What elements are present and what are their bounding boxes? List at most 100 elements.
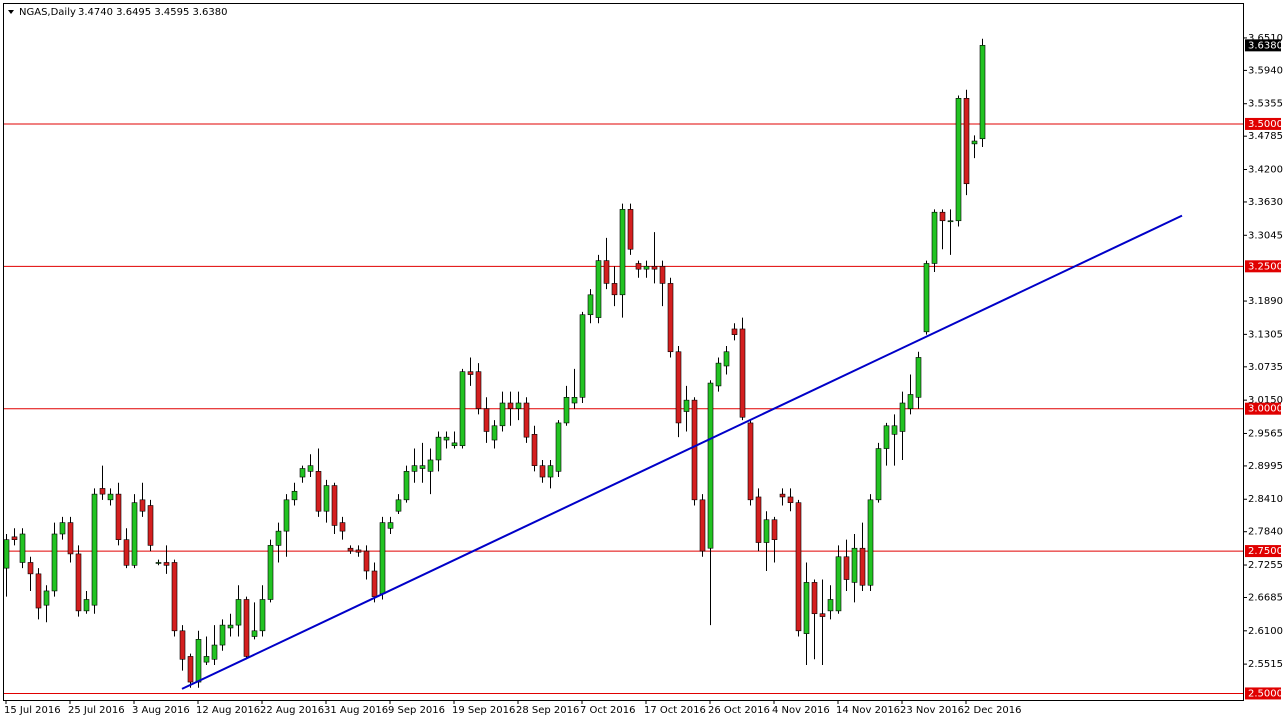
level-label-box [1245,687,1281,700]
candle-body [747,422,754,501]
candle-body [395,499,402,512]
candle-body [363,550,370,572]
x-tick-label: 7 Oct 2016 [580,705,635,716]
candle-body [619,209,626,296]
candle-body [939,211,946,222]
candle-body [571,397,578,404]
candle-body [251,630,258,637]
candle-body [235,599,242,626]
price-label-box [1245,39,1281,52]
candle-body [835,556,842,612]
candle-body [819,613,826,617]
candle-body [899,402,906,432]
candle-body [451,442,458,447]
candle-body [347,547,354,552]
candle-body [147,505,154,546]
x-tick-label: 28 Sep 2016 [516,705,579,716]
candle-body [771,519,778,540]
candle-body [283,499,290,532]
y-tick-label: 2.9565 [1248,428,1283,439]
candle-body [971,140,978,145]
candle-body [563,397,570,424]
candle-body [115,493,122,540]
candle-body [179,630,186,660]
candle-body [187,656,194,683]
x-tick-label: 17 Oct 2016 [644,705,706,716]
level-label: 3.5000 [1248,119,1283,130]
candle-body [227,624,234,629]
candle-body [891,425,898,435]
candle-body [611,283,618,296]
y-tick-label: 3.0150 [1248,395,1283,406]
marks: 3.6510 3.5940 3.5355 3.4785 3.4200 3.3630 3.30… [3,33,1283,716]
candle-body [483,408,490,432]
x-tick-label: 3 Aug 2016 [132,705,190,716]
candle-body [531,434,538,466]
level-label-box [1245,117,1281,130]
candle-body [123,539,130,566]
y-tick-label: 3.4200 [1248,165,1283,176]
candle-body [779,493,786,498]
candle-body [691,399,698,501]
candle-body [427,459,434,472]
y-tick-label: 3.4785 [1248,131,1283,142]
candle-body [195,639,202,683]
candle-body [867,499,874,586]
candle-body [435,436,442,461]
candle-body [851,547,858,583]
candle-body [371,570,378,597]
candle-body [683,399,690,412]
candle-body [291,490,298,501]
candle-body [603,260,610,284]
candle-body [459,371,466,447]
candle-body [787,496,794,503]
candle-body [107,493,114,501]
candle-body [43,590,50,606]
level-label-box [1245,545,1281,558]
candle-body [259,599,266,632]
candle-body [91,493,98,606]
y-tick-label: 3.0735 [1248,362,1283,373]
candle-body [379,522,386,595]
x-tick-label: 14 Nov 2016 [836,705,900,716]
x-tick-label: 22 Aug 2016 [260,705,324,716]
candle-body [875,448,882,501]
candle-body [419,465,426,469]
candle-body [83,599,90,612]
candle-body [211,644,218,660]
candle-body [331,485,338,526]
price-label: 3.6380 [1248,40,1283,51]
candle-body [315,471,322,512]
x-tick-label: 26 Oct 2016 [708,705,770,716]
y-tick-label: 2.5515 [1248,659,1283,670]
candle-body [27,562,34,575]
y-tick-label: 3.1890 [1248,296,1283,307]
candle-body [723,351,730,367]
y-tick-label: 3.3630 [1248,197,1283,208]
candle-body [443,436,450,441]
y-tick-label: 2.8995 [1248,461,1283,472]
candle-body [163,562,170,566]
candle-body [675,351,682,424]
candle-body [643,266,650,270]
x-tick-label: 2 Dec 2016 [964,705,1022,716]
candle-body [67,522,74,555]
candle-body [763,519,770,543]
y-tick-label: 3.5940 [1248,65,1283,76]
y-tick-label: 2.6100 [1248,626,1283,637]
candle-body [131,502,138,566]
ohlc-label: 3.4740 3.6495 3.4595 3.6380 [78,7,228,18]
trendline [181,214,1183,690]
candle-body [803,582,810,634]
candle-body [51,533,58,592]
candle-body [963,98,970,185]
candle-body [19,533,26,563]
candle-body [827,599,834,612]
candle-body [75,553,82,612]
y-tick-label: 3.1305 [1248,329,1283,340]
candle-body [587,294,594,316]
candle-body [731,328,738,335]
candle-body [739,328,746,418]
x-tick-label: 9 Sep 2016 [388,705,445,716]
